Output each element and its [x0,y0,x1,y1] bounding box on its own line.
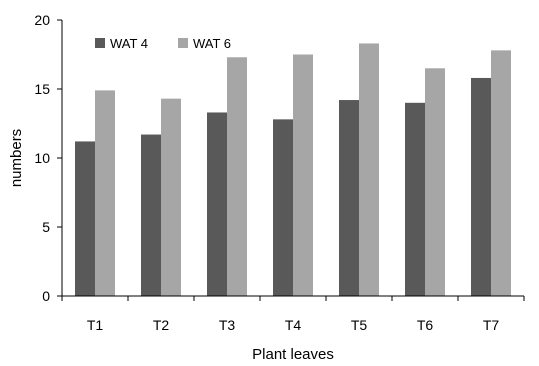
legend-label-wat-4: WAT 4 [110,36,148,51]
x-tick-label: T6 [417,317,434,333]
legend: WAT 4 WAT 6 [95,36,231,51]
bar-wat-6-t4 [293,54,313,296]
legend-label-wat-6: WAT 6 [193,36,231,51]
y-tick-label: 20 [34,12,50,28]
y-axis-title: numbers [8,129,25,187]
bar-wat-4-t1 [75,141,95,296]
legend-swatch-wat-6 [178,38,188,48]
y-tick-label: 15 [34,81,50,97]
bar-wat-6-t3 [227,57,247,297]
bar-wat-4-t2 [141,134,161,296]
y-tick-label: 5 [42,219,50,235]
bar-wat-6-t1 [95,90,115,296]
bars [75,43,511,297]
x-tick-label: T3 [219,317,236,333]
y-tick-label: 0 [42,288,50,304]
bar-wat-4-t6 [405,102,425,296]
y-axis-ticks: 0 5 10 15 20 [34,12,62,304]
bar-wat-4-t4 [273,119,293,296]
y-tick-label: 10 [34,150,50,166]
bar-wat-4-t5 [339,100,359,296]
x-tick-label: T2 [153,317,170,333]
bar-wat-4-t7 [471,77,491,297]
bar-wat-6-t7 [491,50,511,296]
x-tick-label: T5 [351,317,368,333]
x-tick-label: T4 [285,317,302,333]
bar-wat-6-t5 [359,43,379,297]
x-axis-ticks: T1 T2 T3 T4 T5 T6 T7 [61,296,525,333]
x-tick-label: T1 [87,317,104,333]
legend-swatch-wat-4 [95,38,105,48]
x-tick-label: T7 [483,317,500,333]
bar-wat-4-t3 [207,112,227,297]
bar-wat-6-t2 [161,98,181,296]
x-axis-title: Plant leaves [252,346,334,363]
bar-wat-6-t6 [425,68,445,296]
